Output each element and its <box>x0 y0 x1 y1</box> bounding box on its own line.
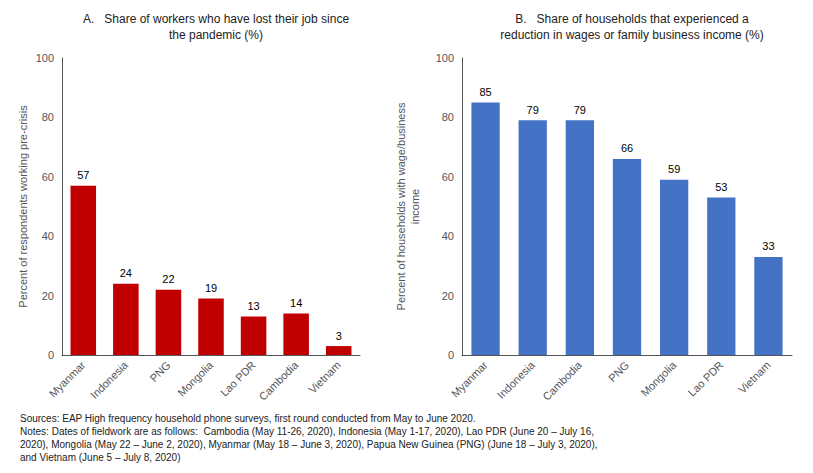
svg-text:Lao PDR: Lao PDR <box>686 359 726 399</box>
svg-text:14: 14 <box>290 297 302 309</box>
svg-text:13: 13 <box>247 300 259 312</box>
svg-text:0: 0 <box>448 349 454 361</box>
svg-text:Percent of respondents working: Percent of respondents working pre-crisi… <box>17 105 29 308</box>
svg-text:PNG: PNG <box>147 359 172 384</box>
svg-text:0: 0 <box>48 349 54 361</box>
svg-text:Percent of households with wag: Percent of households with wage/business <box>395 102 407 310</box>
svg-text:reduction in wages or family b: reduction in wages or family business in… <box>500 28 763 42</box>
svg-text:60: 60 <box>442 171 454 183</box>
svg-text:Vietnam: Vietnam <box>306 359 343 396</box>
svg-text:40: 40 <box>442 230 454 242</box>
svg-text:24: 24 <box>120 267 132 279</box>
svg-text:B. Share of households that: B. Share of households that experienced … <box>515 12 749 26</box>
svg-text:85: 85 <box>479 86 491 98</box>
svg-text:A. Share of workers who have: A. Share of workers who have lost their … <box>83 12 349 26</box>
svg-text:Notes: Dates of fieldwork are: Notes: Dates of fieldwork are as follows… <box>20 426 594 437</box>
svg-text:income: income <box>409 189 421 224</box>
svg-text:Myanmar: Myanmar <box>47 359 88 400</box>
svg-text:60: 60 <box>42 171 54 183</box>
svg-text:Myanmar: Myanmar <box>449 359 490 400</box>
svg-text:Lao PDR: Lao PDR <box>218 359 258 399</box>
svg-text:PNG: PNG <box>606 359 631 384</box>
svg-text:40: 40 <box>42 230 54 242</box>
svg-text:100: 100 <box>436 52 454 64</box>
svg-text:80: 80 <box>442 111 454 123</box>
svg-text:59: 59 <box>668 163 680 175</box>
svg-text:Cambodia: Cambodia <box>256 358 301 403</box>
svg-text:and Vietnam (June 5 – July 8,: and Vietnam (June 5 – July 8, 2020) <box>20 452 180 463</box>
svg-text:80: 80 <box>42 111 54 123</box>
svg-text:Mongolia: Mongolia <box>175 358 216 399</box>
svg-text:the pandemic (%): the pandemic (%) <box>169 28 263 42</box>
svg-text:33: 33 <box>762 240 774 252</box>
svg-text:Sources: EAP High frequency ho: Sources: EAP High frequency household ph… <box>20 413 476 424</box>
svg-text:20: 20 <box>442 290 454 302</box>
svg-text:57: 57 <box>77 169 89 181</box>
svg-text:100: 100 <box>36 52 54 64</box>
svg-text:3: 3 <box>336 330 342 342</box>
svg-text:2020), Mongolia (May 22 – June: 2020), Mongolia (May 22 – June 2, 2020),… <box>20 439 598 450</box>
svg-text:19: 19 <box>205 282 217 294</box>
svg-text:Cambodia: Cambodia <box>540 358 585 403</box>
svg-text:Indonesia: Indonesia <box>88 358 131 401</box>
svg-text:79: 79 <box>527 104 539 116</box>
svg-text:Vietnam: Vietnam <box>736 359 773 396</box>
svg-text:Mongolia: Mongolia <box>638 358 679 399</box>
svg-text:66: 66 <box>621 142 633 154</box>
svg-text:79: 79 <box>574 104 586 116</box>
svg-text:22: 22 <box>162 273 174 285</box>
svg-text:Indonesia: Indonesia <box>495 358 538 401</box>
svg-text:20: 20 <box>42 290 54 302</box>
svg-text:53: 53 <box>715 181 727 193</box>
